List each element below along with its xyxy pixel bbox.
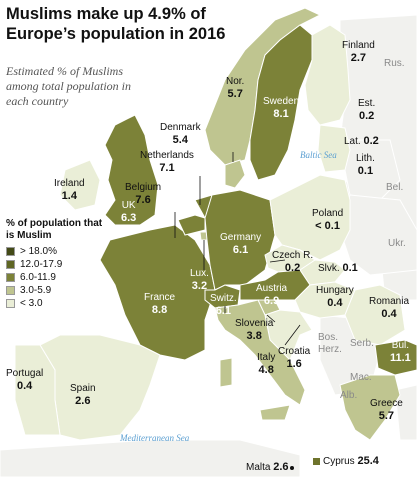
label-poland: Poland < 0.1 [312,208,344,232]
label-bulgaria: Bul. 11.1 [390,340,411,364]
label-france: France 8.8 [144,292,176,316]
label-lithuania: Lith. 0.1 [356,153,375,177]
legend: % of population that is Muslim > 18.0% 1… [6,218,106,310]
legend-title: % of population that is Muslim [6,218,103,241]
switzerland-shape [204,284,241,309]
czech-leader [269,259,286,263]
label-serbia: Serb. [350,338,374,349]
turkey-region [394,384,417,441]
label-ukraine: Ukr. [388,238,406,249]
label-macedonia: Mac. [350,372,372,383]
label-hungary: Hungary 0.4 [316,285,354,309]
label-switzerland: Switz. 6.1 [210,293,237,317]
label-portugal: Portugal 0.4 [6,368,44,392]
label-albania: Alb. [340,390,358,401]
map-title: Muslims make up 4.9% of Europe’s populat… [6,5,226,43]
germany-shape [204,189,276,291]
label-italy: Italy 4.8 [257,352,276,376]
baltic-sea-label: Baltic Sea [300,150,337,160]
africa-region [0,439,301,477]
slovenia-leader [266,314,276,323]
legend-item: > 18.0% [6,245,106,258]
finland-shape [304,24,351,126]
bulgaria-shape [374,339,417,376]
label-norway: Nor. 5.7 [226,76,245,100]
portugal-shape [14,344,61,436]
label-denmark: Denmark 5.4 [160,122,201,146]
legend-item: < 3.0 [6,297,106,310]
greece-shape [339,374,401,441]
map-subtitle: Estimated % of Muslims among total popul… [6,64,132,108]
legend-item: 6.0-11.9 [6,271,106,284]
label-malta: Malta 2.6 [246,461,289,473]
baltics-shape [317,124,351,173]
label-sweden: Sweden 8.1 [263,96,300,120]
label-slovakia: Slvk. 0.1 [318,262,358,274]
label-greece: Greece 5.7 [370,398,403,422]
label-germany: Germany 6.1 [220,232,262,256]
denmark-shape [224,159,246,189]
italy-shape [214,299,306,406]
croatia-leader [284,324,301,346]
label-belgium: Belgium 7.6 [125,182,162,206]
label-belarus: Bel. [386,182,404,193]
label-latvia: Lat. 0.2 [344,135,379,147]
label-bosnia: Bos. [318,332,339,343]
label-uk: UK 6.3 [121,200,137,224]
legend-label: < 3.0 [20,298,43,309]
label-austria: Austria 6.9 [256,283,288,307]
cyprus-marker [313,458,320,465]
label-herzegovina: Herz. [318,344,342,355]
legend-label: 3.0-5.9 [20,285,52,296]
legend-item: 3.0-5.9 [6,284,106,297]
label-russia: Rus. [384,58,405,69]
sicily-shape [259,404,291,421]
legend-label: > 18.0% [20,246,57,257]
legend-item: 12.0-17.9 [6,258,106,271]
label-netherlands: Netherlands 7.1 [140,150,194,174]
poland-shape [269,174,351,261]
legend-label: 6.0-11.9 [20,272,56,283]
legend-swatch [6,286,15,295]
sardinia-shape [219,357,233,388]
legend-swatch [6,260,15,269]
sweden-shape [249,24,313,181]
label-slovenia: Slovenia 3.8 [235,318,274,342]
label-cyprus: Cyprus 25.4 [323,455,379,467]
mediterranean-sea-label: Mediterranean Sea [120,433,190,443]
romania-shape [344,284,406,346]
uk-shape [104,114,159,226]
label-spain: Spain 2.6 [70,383,96,407]
label-ireland: Ireland 1.4 [54,178,85,202]
label-finland: Finland 2.7 [342,40,375,64]
belgium-shape [177,214,206,236]
malta-marker [290,466,294,470]
label-czech: Czech R. 0.2 [272,250,314,274]
label-croatia: Croatia 1.6 [278,346,311,370]
legend-label: 12.0-17.9 [20,259,63,270]
label-romania: Romania 0.4 [369,296,410,320]
ireland-shape [59,159,101,211]
legend-swatch [6,273,15,282]
legend-swatch [6,299,15,308]
label-luxembourg: Lux. 3.2 [190,268,209,292]
legend-swatch [6,247,15,256]
label-estonia: Est. 0.2 [358,98,376,122]
france-shape [99,224,216,361]
